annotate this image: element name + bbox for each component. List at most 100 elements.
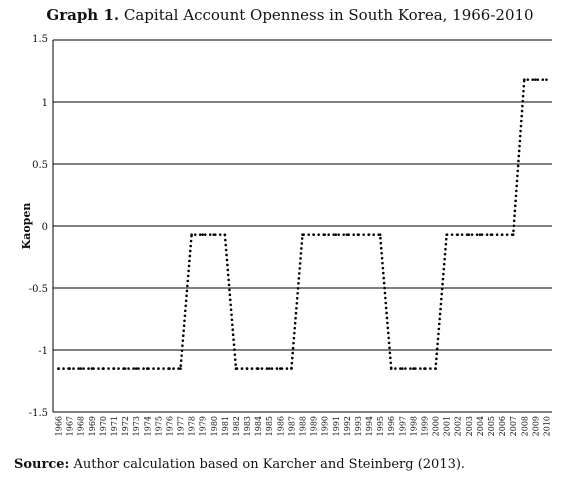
source-prefix: Source:	[14, 457, 70, 472]
data-point	[145, 367, 149, 370]
data-point	[179, 367, 182, 370]
data-point	[57, 367, 60, 370]
x-tick-label: 1969	[88, 416, 97, 436]
data-point	[522, 78, 526, 81]
x-tick-label: 1980	[210, 416, 219, 436]
source-note: Source: Author calculation based on Karc…	[14, 457, 465, 472]
x-tick-label: 2000	[432, 416, 441, 436]
x-tick-label: 2006	[498, 416, 507, 436]
data-point	[511, 233, 515, 236]
data-point	[478, 233, 482, 236]
data-point	[412, 367, 415, 370]
x-tick-label: 1998	[409, 416, 418, 436]
x-tick-label: 1966	[55, 416, 64, 436]
data-point	[423, 367, 426, 370]
data-point	[112, 367, 116, 370]
x-tick-label: 1973	[132, 416, 141, 436]
x-tick-label: 1985	[265, 416, 274, 436]
grid-lines	[52, 39, 552, 413]
x-tick-label: 2007	[509, 416, 518, 436]
x-tick-label: 1974	[143, 416, 152, 436]
data-point	[68, 367, 71, 370]
line-chart: 1.5 1 0.5 0 -0.5 -1 -1.5 1966 1967 1968 1969 1970 1…	[20, 34, 552, 436]
data-point	[467, 233, 471, 236]
data-point	[545, 78, 548, 81]
data-point	[389, 367, 393, 370]
y-tick-label: -0.5	[29, 284, 48, 295]
data-point	[489, 233, 493, 236]
x-tick-label: 1996	[387, 416, 396, 436]
x-tick-label: 1993	[354, 416, 363, 436]
data-point	[301, 233, 304, 236]
x-axis-ticks: 1966 1967 1968 1969 1970 1971 1972 1973 1974 1975…	[55, 416, 552, 436]
data-point	[401, 367, 404, 370]
x-tick-label: 1997	[398, 416, 407, 436]
x-tick-label: 1978	[188, 416, 197, 436]
data-point	[500, 233, 504, 236]
y-tick-label: -1.5	[29, 408, 48, 419]
data-point	[267, 367, 271, 370]
data-point	[290, 367, 293, 370]
data-point	[223, 233, 227, 236]
source-text: Author calculation based on Karcher and …	[73, 457, 466, 472]
x-tick-label: 1992	[343, 416, 352, 436]
kaopen-series-line	[57, 78, 548, 370]
x-tick-label: 1982	[232, 416, 241, 436]
x-tick-label: 1989	[310, 416, 319, 436]
data-point	[534, 78, 537, 81]
data-point	[312, 233, 315, 236]
x-tick-label: 1967	[66, 416, 75, 436]
x-tick-label: 1990	[321, 416, 330, 436]
data-point	[356, 233, 360, 236]
x-tick-label: 1995	[376, 416, 385, 436]
data-point	[168, 367, 171, 370]
x-tick-label: 2004	[476, 416, 485, 436]
data-point	[101, 367, 105, 370]
data-point	[190, 233, 193, 236]
data-point	[456, 233, 460, 236]
title-text: Capital Account Openness in South Korea,…	[123, 6, 534, 24]
x-tick-label: 1975	[154, 416, 163, 436]
chart-title: Graph 1. Capital Account Openness in Sou…	[0, 6, 580, 24]
data-point	[434, 367, 437, 370]
data-point	[157, 367, 160, 370]
data-point	[234, 367, 238, 370]
y-tick-label: 1	[42, 98, 48, 109]
x-tick-label: 2009	[531, 416, 540, 436]
x-tick-label: 1994	[365, 416, 374, 436]
y-tick-label: 0.5	[32, 160, 48, 171]
data-point	[345, 233, 349, 236]
x-tick-label: 2005	[487, 416, 496, 436]
data-point	[256, 367, 260, 370]
x-tick-label: 1983	[243, 416, 252, 436]
x-tick-label: 2010	[542, 416, 551, 436]
x-tick-label: 1981	[221, 416, 230, 436]
title-prefix: Graph 1.	[46, 6, 120, 24]
y-tick-label: 0	[42, 222, 48, 233]
x-tick-label: 1988	[299, 416, 308, 436]
data-point	[134, 367, 138, 370]
data-point	[79, 367, 83, 370]
series-line	[57, 78, 548, 370]
x-tick-label: 2003	[465, 416, 474, 436]
data-point	[123, 367, 127, 370]
data-point	[245, 367, 249, 370]
x-tick-label: 1991	[332, 416, 341, 436]
data-point	[323, 233, 326, 236]
y-axis-ticks: 1.5 1 0.5 0 -0.5 -1 -1.5	[29, 34, 48, 419]
y-axis-label: Kaopen	[20, 203, 33, 250]
x-tick-label: 1968	[77, 416, 86, 436]
data-point	[334, 233, 338, 236]
y-tick-label: 1.5	[32, 34, 48, 45]
x-tick-label: 1984	[254, 416, 263, 436]
x-tick-label: 1972	[121, 416, 130, 436]
data-point	[90, 367, 94, 370]
x-tick-label: 1999	[420, 416, 429, 436]
x-tick-label: 1979	[199, 416, 208, 436]
data-point	[445, 233, 448, 236]
x-tick-label: 2002	[454, 416, 463, 436]
x-tick-label: 2008	[520, 416, 529, 436]
y-tick-label: -1	[38, 346, 48, 357]
x-tick-label: 1977	[177, 416, 186, 436]
x-tick-label: 1986	[276, 416, 285, 436]
